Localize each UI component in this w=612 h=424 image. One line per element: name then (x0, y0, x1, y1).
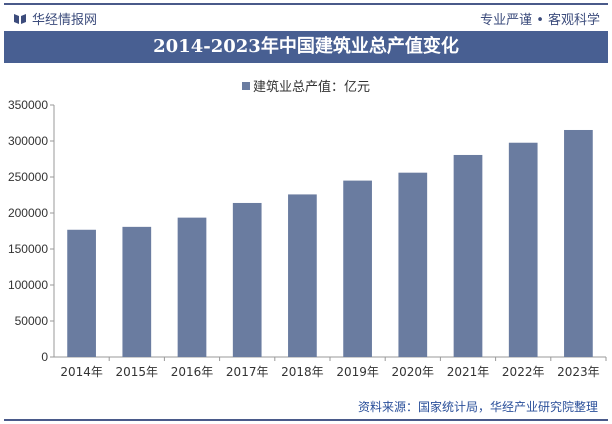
top-divider (4, 3, 608, 5)
y-tick-label: 200000 (8, 206, 48, 220)
x-tick-label: 2015年 (116, 365, 159, 379)
brand: 华经情报网 (14, 9, 97, 28)
x-tick-label: 2020年 (392, 365, 435, 379)
bar (67, 229, 96, 357)
slogan: 专业严谨 • 客观科学 (480, 13, 600, 28)
legend: 建筑业总产值：亿元 (0, 76, 612, 95)
bar (564, 129, 593, 357)
bar (177, 217, 207, 357)
y-tick-label: 250000 (8, 170, 48, 184)
bar (232, 202, 262, 357)
y-tick-label: 300000 (8, 134, 48, 148)
x-tick-label: 2022年 (502, 365, 545, 379)
x-tick-label: 2017年 (226, 365, 269, 379)
legend-label: 建筑业总产值：亿元 (252, 80, 370, 95)
y-tick-label: 150000 (8, 242, 48, 256)
source-note: 资料来源：国家统计局，华经产业研究院整理 (357, 400, 598, 414)
bar (288, 194, 317, 357)
x-tick-label: 2023年 (557, 365, 600, 379)
bar (453, 154, 483, 357)
y-tick-label: 50000 (15, 314, 49, 328)
bottom-divider (4, 419, 608, 421)
brand-name: 华经情报网 (32, 13, 98, 28)
x-tick-label: 2019年 (336, 365, 379, 379)
logo-icon (14, 13, 26, 24)
x-tick-label: 2014年 (60, 365, 103, 379)
x-tick-label: 2016年 (171, 365, 214, 379)
chart-title: 2014-2023年中国建筑业总产值变化 (4, 31, 608, 63)
x-tick-label: 2021年 (447, 365, 490, 379)
y-tick-label: 0 (41, 350, 48, 364)
x-tick-label: 2018年 (281, 365, 324, 379)
bar (343, 180, 372, 357)
legend-swatch (241, 82, 250, 90)
y-tick-label: 100000 (8, 278, 48, 292)
bar (398, 172, 428, 357)
y-tick-label: 350000 (8, 98, 48, 112)
bar (508, 142, 538, 357)
bar (122, 226, 152, 357)
